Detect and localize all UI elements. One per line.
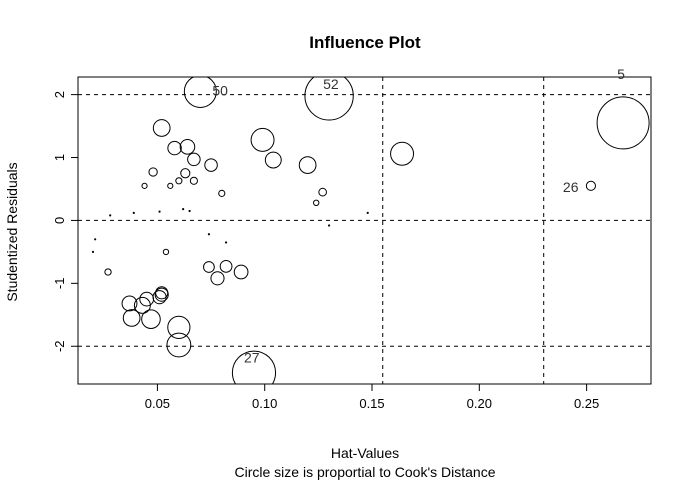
data-point (91, 250, 95, 253)
data-point (158, 210, 161, 213)
data-point (207, 233, 211, 236)
data-point (183, 77, 217, 108)
data-points (91, 77, 650, 384)
data-point (109, 214, 112, 217)
data-point (219, 259, 233, 273)
data-point (250, 127, 275, 152)
data-point (166, 332, 192, 358)
data-point (167, 140, 182, 156)
data-point (155, 286, 169, 300)
data-point (218, 189, 226, 197)
data-point (189, 176, 198, 185)
data-point (596, 96, 650, 150)
point-label: 27 (244, 350, 260, 366)
data-point (167, 182, 174, 189)
data-point (298, 156, 317, 174)
x-axis: 0.05 0.10 0.15 0.20 0.25 (145, 384, 599, 411)
x-tick-label: 0.05 (145, 396, 170, 411)
data-point (121, 295, 138, 312)
data-point (104, 268, 112, 276)
data-point (204, 158, 218, 172)
data-point (179, 139, 196, 155)
data-point (327, 224, 331, 227)
data-point (264, 151, 282, 169)
data-point (390, 141, 415, 166)
y-axis-label: Studentized Residuals (4, 162, 20, 301)
data-point (585, 180, 596, 191)
data-point (224, 241, 228, 244)
x-axis-label: Hat-Values (331, 445, 399, 461)
data-point (154, 287, 169, 302)
x-axis-sublabel: Circle size is proportial to Cook's Dist… (235, 464, 496, 480)
point-label: 52 (323, 76, 339, 92)
y-tick-label: -2 (52, 340, 67, 352)
data-point (187, 152, 201, 167)
y-axis: -2 -1 0 1 2 (52, 91, 78, 352)
data-point (180, 168, 191, 179)
data-point (188, 209, 191, 213)
chart-title: Influence Plot (309, 33, 421, 52)
data-point (141, 182, 148, 189)
data-point (318, 187, 327, 197)
y-tick-label: -1 (52, 278, 67, 290)
point-label: 5 (617, 66, 625, 82)
y-tick-label: 0 (52, 217, 67, 224)
data-point (94, 238, 97, 241)
point-label: 26 (563, 179, 579, 195)
data-point (203, 261, 215, 273)
data-point (313, 199, 320, 207)
y-tick-label: 1 (52, 154, 67, 161)
x-tick-label: 0.10 (252, 396, 277, 411)
x-tick-label: 0.20 (467, 396, 492, 411)
data-point (366, 211, 369, 214)
data-point (175, 177, 183, 185)
x-tick-label: 0.15 (359, 396, 384, 411)
data-point (167, 315, 191, 339)
data-point (231, 350, 277, 384)
data-point (148, 167, 158, 177)
point-label: 50 (212, 82, 228, 98)
reference-lines (78, 77, 651, 384)
plot-frame (77, 76, 652, 385)
data-point (304, 77, 354, 121)
data-point (152, 119, 171, 137)
data-point (141, 309, 161, 329)
data-point (233, 264, 249, 280)
data-point (132, 211, 135, 214)
x-tick-label: 0.25 (574, 396, 599, 411)
data-point (182, 208, 185, 211)
data-point (162, 248, 170, 256)
data-point (122, 309, 141, 327)
y-tick-label: 2 (52, 91, 67, 98)
data-point (210, 271, 225, 286)
